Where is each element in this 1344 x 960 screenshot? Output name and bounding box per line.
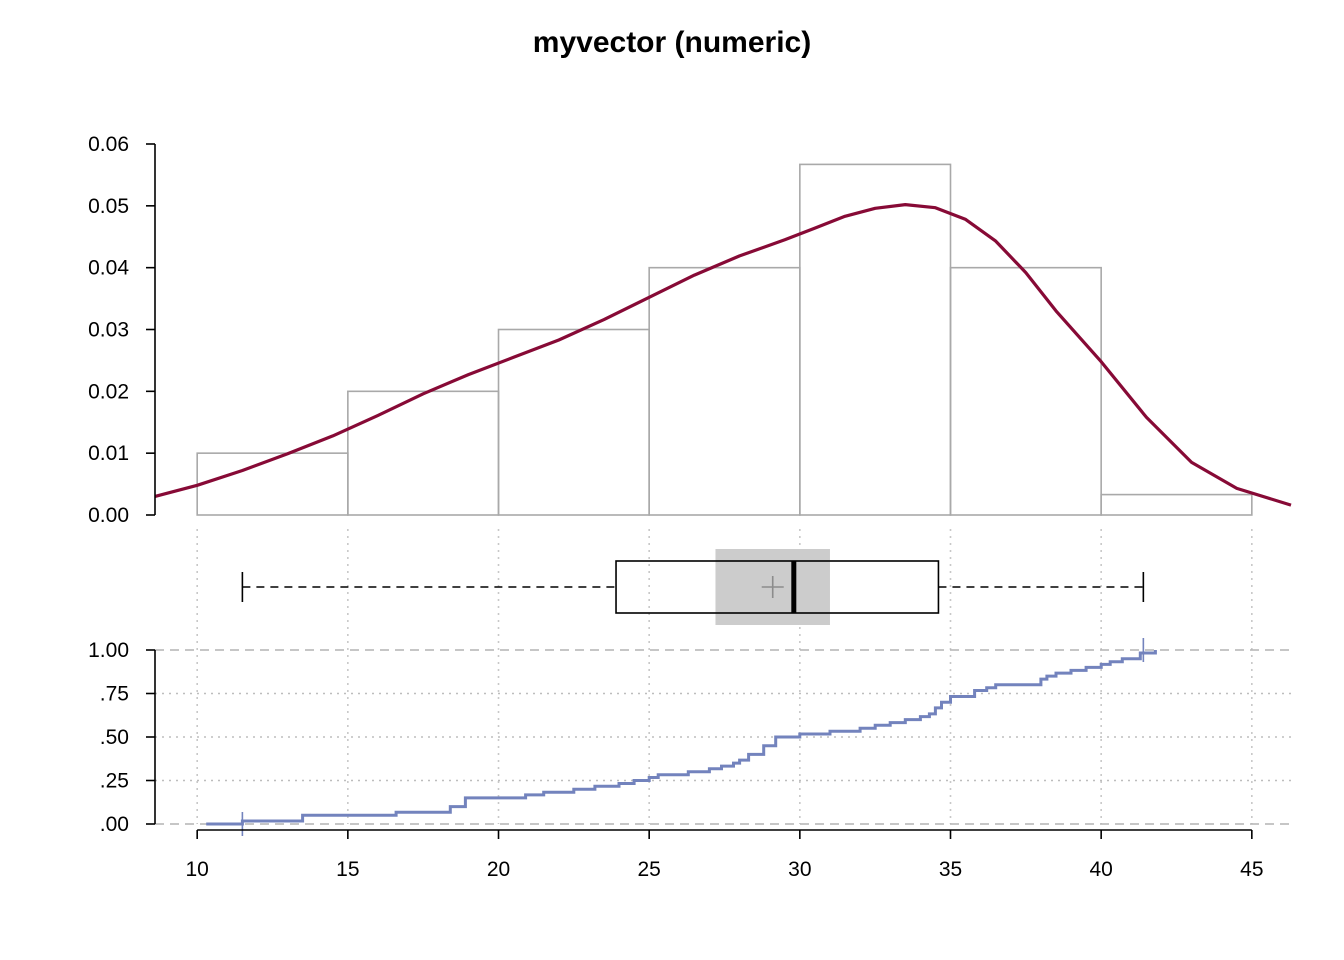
histogram-y-tick-label: 0.01 [88,442,129,465]
histogram-y-tick-label: 0.03 [88,319,129,342]
histogram-bar [347,390,500,516]
x-tick-label: 10 [186,858,209,881]
histogram-bar [1100,493,1253,516]
histogram-y-tick-label: 0.06 [88,133,129,156]
x-tick-label: 30 [788,858,811,881]
x-tick-label: 45 [1240,858,1263,881]
histogram-bar [196,452,349,516]
histogram-y-tick-label: 0.00 [88,504,129,527]
x-tick-label: 40 [1089,858,1112,881]
x-tick-label: 35 [939,858,962,881]
box-iqr [615,560,940,614]
ecdf-y-tick-label: .25 [100,770,129,793]
histogram-y-tick-label: 0.02 [88,380,129,403]
histogram-bar [799,163,952,516]
histogram-bar [497,328,650,516]
ecdf-y-tick-label: 1.00 [88,639,129,662]
histogram-y-tick-label: 0.04 [88,257,129,280]
x-tick-label: 25 [637,858,660,881]
ecdf-y-tick-label: .00 [100,813,129,836]
ecdf-y-tick-label: .50 [100,726,129,749]
histogram-bar [648,266,801,516]
x-tick-label: 20 [487,858,510,881]
x-tick-label: 15 [336,858,359,881]
histogram-y-tick-label: 0.05 [88,195,129,218]
histogram-panel [154,163,1292,516]
histogram-bar [949,266,1102,516]
axes: 0.00 0.01 0.02 0.03 0.04 0.05 0.06 .00 .25 .50 .75… [88,133,1263,881]
grid-layer [155,529,1291,825]
ecdf-panel [206,638,1157,836]
chart-title: myvector (numeric) [533,26,811,59]
ecdf-line [206,650,1157,826]
boxplot-panel [241,549,1145,625]
ecdf-y-tick-label: .75 [100,683,129,706]
density-curve [154,203,1292,507]
